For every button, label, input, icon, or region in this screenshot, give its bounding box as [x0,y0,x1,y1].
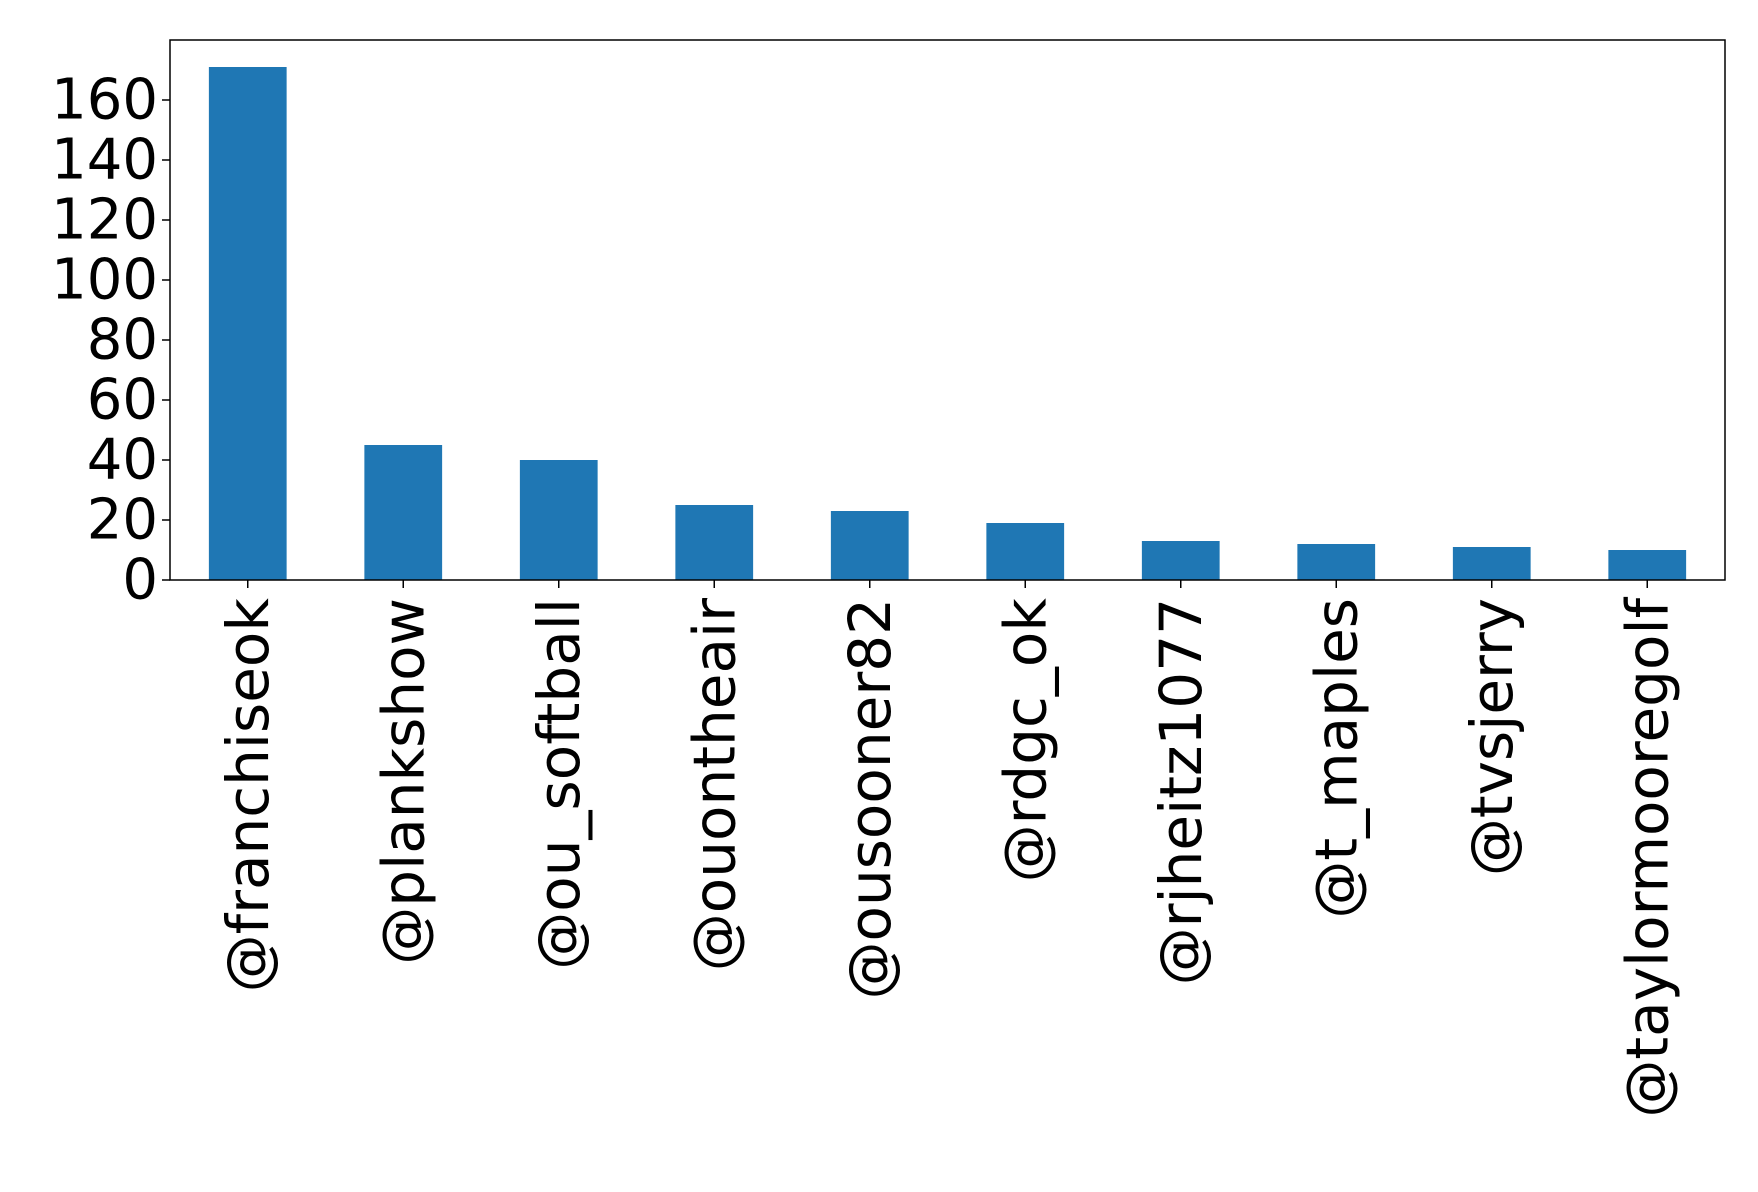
x-tick-label: @ouontheair [680,598,748,971]
y-tick-label: 60 [87,368,158,433]
bar-t-maples [1297,544,1376,580]
x-tick-label: @t_maples [1302,598,1370,919]
x-axis: @franchiseok @plankshow @ou_softball @ouont… [214,580,1681,1118]
y-tick-label: 140 [51,128,158,193]
y-tick-label: 120 [51,188,158,253]
y-tick-label: 80 [87,308,158,373]
bar-plankshow [364,445,443,580]
x-tick-label: @rjheitz1077 [1147,598,1215,985]
y-tick-label: 20 [87,488,158,553]
y-tick-label: 0 [122,548,158,613]
x-tick-label: @tvsjerry [1458,598,1526,876]
bar-taylormooregolf [1608,550,1687,580]
bar-ou-softball [519,460,598,580]
x-tick-label: @franchiseok [214,598,282,993]
y-tick-label: 160 [51,68,158,133]
bar-rjheitz1077 [1141,541,1220,580]
bar-tvsjerry [1452,547,1531,580]
bar-ousooner82 [830,511,909,580]
plot-frame [169,39,1726,581]
x-tick-label: @taylormooregolf [1613,596,1681,1117]
y-tick-label: 40 [87,428,158,493]
y-tick-label: 100 [51,248,158,313]
bar-rdgc-ok [986,523,1065,580]
bars-layer [208,67,1687,580]
x-tick-label: @ousooner82 [836,598,904,1000]
bar-ouontheair [675,505,754,580]
x-tick-label: @rdgc_ok [991,598,1059,883]
x-tick-label: @plankshow [369,598,437,965]
x-tick-label: @ou_softball [525,598,593,970]
bar-franchiseok [208,67,287,580]
